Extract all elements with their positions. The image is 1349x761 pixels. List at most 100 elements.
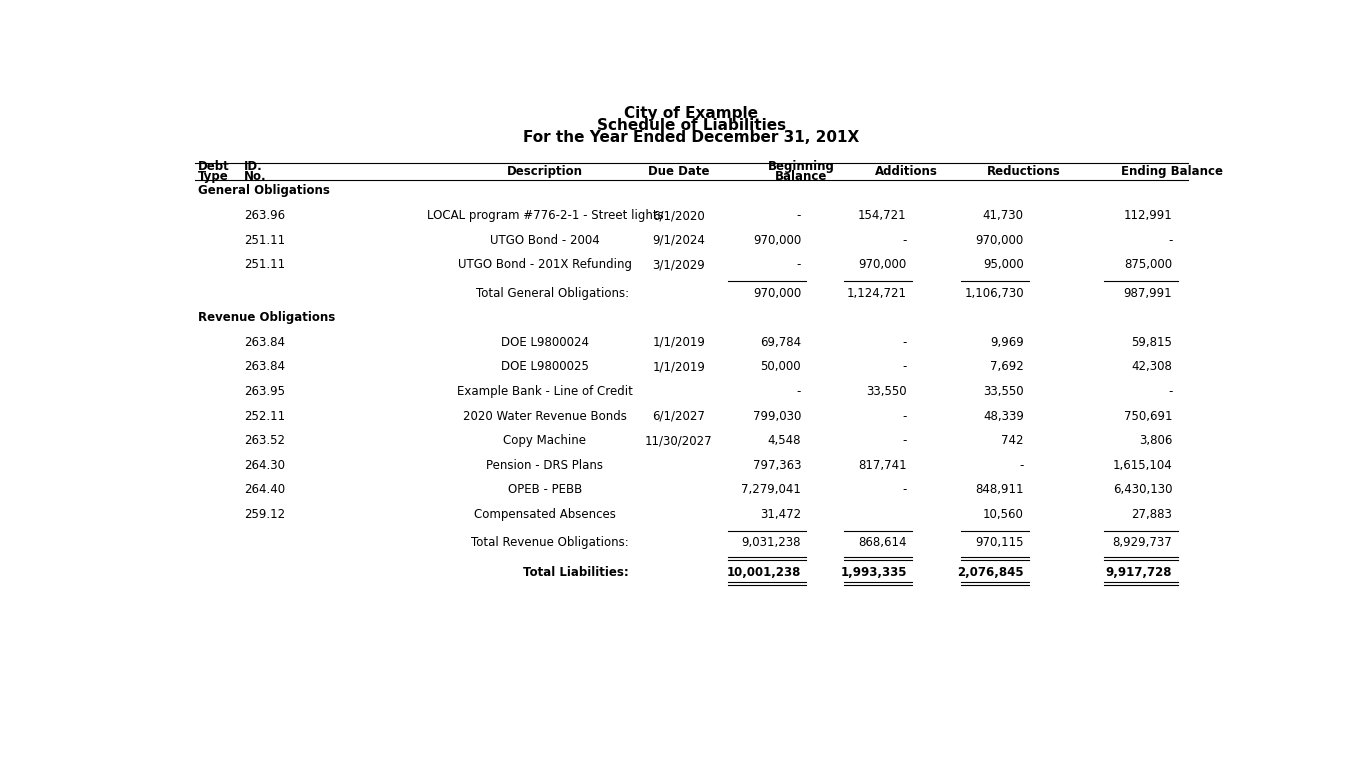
Text: 10,001,238: 10,001,238 bbox=[727, 566, 801, 579]
Text: Compensated Absences: Compensated Absences bbox=[473, 508, 616, 521]
Text: 799,030: 799,030 bbox=[753, 409, 801, 422]
Text: 112,991: 112,991 bbox=[1124, 209, 1172, 222]
Text: 1,615,104: 1,615,104 bbox=[1113, 459, 1172, 472]
Text: 875,000: 875,000 bbox=[1124, 258, 1172, 271]
Text: 3/1/2029: 3/1/2029 bbox=[653, 258, 706, 271]
Text: 263.84: 263.84 bbox=[244, 361, 285, 374]
Text: 2,076,845: 2,076,845 bbox=[958, 566, 1024, 579]
Text: 6/1/2027: 6/1/2027 bbox=[653, 409, 706, 422]
Text: 817,741: 817,741 bbox=[858, 459, 907, 472]
Text: Balance: Balance bbox=[774, 170, 827, 183]
Text: 9,031,238: 9,031,238 bbox=[742, 537, 801, 549]
Text: Additions: Additions bbox=[876, 165, 938, 178]
Text: 9,969: 9,969 bbox=[990, 336, 1024, 349]
Text: -: - bbox=[902, 409, 907, 422]
Text: 154,721: 154,721 bbox=[858, 209, 907, 222]
Text: 1,106,730: 1,106,730 bbox=[965, 287, 1024, 300]
Text: 1/1/2019: 1/1/2019 bbox=[653, 336, 706, 349]
Text: -: - bbox=[797, 385, 801, 398]
Text: 263.96: 263.96 bbox=[244, 209, 285, 222]
Text: -: - bbox=[902, 483, 907, 496]
Text: 6/1/2020: 6/1/2020 bbox=[653, 209, 706, 222]
Text: -: - bbox=[797, 258, 801, 271]
Text: Schedule of Liabilities: Schedule of Liabilities bbox=[596, 118, 786, 132]
Text: 970,000: 970,000 bbox=[753, 287, 801, 300]
Text: 59,815: 59,815 bbox=[1132, 336, 1172, 349]
Text: -: - bbox=[1168, 385, 1172, 398]
Text: 7,279,041: 7,279,041 bbox=[741, 483, 801, 496]
Text: 1,124,721: 1,124,721 bbox=[847, 287, 907, 300]
Text: -: - bbox=[797, 209, 801, 222]
Text: General Obligations: General Obligations bbox=[198, 184, 329, 197]
Text: DOE L9800024: DOE L9800024 bbox=[500, 336, 590, 349]
Text: 252.11: 252.11 bbox=[244, 409, 285, 422]
Text: UTGO Bond - 2004: UTGO Bond - 2004 bbox=[490, 234, 600, 247]
Text: 3,806: 3,806 bbox=[1139, 435, 1172, 447]
Text: For the Year Ended December 31, 201X: For the Year Ended December 31, 201X bbox=[523, 130, 859, 145]
Text: 6,430,130: 6,430,130 bbox=[1113, 483, 1172, 496]
Text: 31,472: 31,472 bbox=[759, 508, 801, 521]
Text: UTGO Bond - 201X Refunding: UTGO Bond - 201X Refunding bbox=[459, 258, 631, 271]
Text: Type: Type bbox=[198, 170, 228, 183]
Text: Beginning: Beginning bbox=[768, 161, 835, 174]
Text: No.: No. bbox=[244, 170, 267, 183]
Text: 50,000: 50,000 bbox=[761, 361, 801, 374]
Text: -: - bbox=[902, 336, 907, 349]
Text: 27,883: 27,883 bbox=[1132, 508, 1172, 521]
Text: Description: Description bbox=[507, 165, 583, 178]
Text: 95,000: 95,000 bbox=[983, 258, 1024, 271]
Text: 33,550: 33,550 bbox=[983, 385, 1024, 398]
Text: 41,730: 41,730 bbox=[983, 209, 1024, 222]
Text: -: - bbox=[902, 361, 907, 374]
Text: Pension - DRS Plans: Pension - DRS Plans bbox=[487, 459, 603, 472]
Text: ID.: ID. bbox=[244, 161, 263, 174]
Text: 11/30/2027: 11/30/2027 bbox=[645, 435, 712, 447]
Text: 9/1/2024: 9/1/2024 bbox=[653, 234, 706, 247]
Text: Debt: Debt bbox=[198, 161, 229, 174]
Text: 848,911: 848,911 bbox=[975, 483, 1024, 496]
Text: 33,550: 33,550 bbox=[866, 385, 907, 398]
Text: Reductions: Reductions bbox=[987, 165, 1060, 178]
Text: 42,308: 42,308 bbox=[1132, 361, 1172, 374]
Text: 263.52: 263.52 bbox=[244, 435, 285, 447]
Text: 970,000: 970,000 bbox=[753, 234, 801, 247]
Text: -: - bbox=[902, 234, 907, 247]
Text: LOCAL program #776-2-1 - Street lights: LOCAL program #776-2-1 - Street lights bbox=[426, 209, 664, 222]
Text: 7,692: 7,692 bbox=[990, 361, 1024, 374]
Text: DOE L9800025: DOE L9800025 bbox=[500, 361, 590, 374]
Text: Revenue Obligations: Revenue Obligations bbox=[198, 311, 335, 324]
Text: 742: 742 bbox=[1001, 435, 1024, 447]
Text: 797,363: 797,363 bbox=[753, 459, 801, 472]
Text: 251.11: 251.11 bbox=[244, 234, 285, 247]
Text: 69,784: 69,784 bbox=[759, 336, 801, 349]
Text: 263.95: 263.95 bbox=[244, 385, 285, 398]
Text: Total General Obligations:: Total General Obligations: bbox=[475, 287, 629, 300]
Text: 8,929,737: 8,929,737 bbox=[1113, 537, 1172, 549]
Text: Due Date: Due Date bbox=[648, 165, 710, 178]
Text: 2020 Water Revenue Bonds: 2020 Water Revenue Bonds bbox=[463, 409, 627, 422]
Text: 987,991: 987,991 bbox=[1124, 287, 1172, 300]
Text: -: - bbox=[902, 435, 907, 447]
Text: 970,000: 970,000 bbox=[975, 234, 1024, 247]
Text: -: - bbox=[1168, 234, 1172, 247]
Text: Total Liabilities:: Total Liabilities: bbox=[523, 566, 629, 579]
Text: Example Bank - Line of Credit: Example Bank - Line of Credit bbox=[457, 385, 633, 398]
Text: 1,993,335: 1,993,335 bbox=[840, 566, 907, 579]
Text: 10,560: 10,560 bbox=[983, 508, 1024, 521]
Text: City of Example: City of Example bbox=[625, 106, 758, 121]
Text: 9,917,728: 9,917,728 bbox=[1106, 566, 1172, 579]
Text: 970,000: 970,000 bbox=[858, 258, 907, 271]
Text: -: - bbox=[1020, 459, 1024, 472]
Text: 264.40: 264.40 bbox=[244, 483, 285, 496]
Text: OPEB - PEBB: OPEB - PEBB bbox=[507, 483, 583, 496]
Text: 259.12: 259.12 bbox=[244, 508, 285, 521]
Text: Copy Machine: Copy Machine bbox=[503, 435, 587, 447]
Text: 264.30: 264.30 bbox=[244, 459, 285, 472]
Text: Ending Balance: Ending Balance bbox=[1121, 165, 1224, 178]
Text: 48,339: 48,339 bbox=[983, 409, 1024, 422]
Text: 868,614: 868,614 bbox=[858, 537, 907, 549]
Text: 1/1/2019: 1/1/2019 bbox=[653, 361, 706, 374]
Text: Total Revenue Obligations:: Total Revenue Obligations: bbox=[471, 537, 629, 549]
Text: 4,548: 4,548 bbox=[768, 435, 801, 447]
Text: 970,115: 970,115 bbox=[975, 537, 1024, 549]
